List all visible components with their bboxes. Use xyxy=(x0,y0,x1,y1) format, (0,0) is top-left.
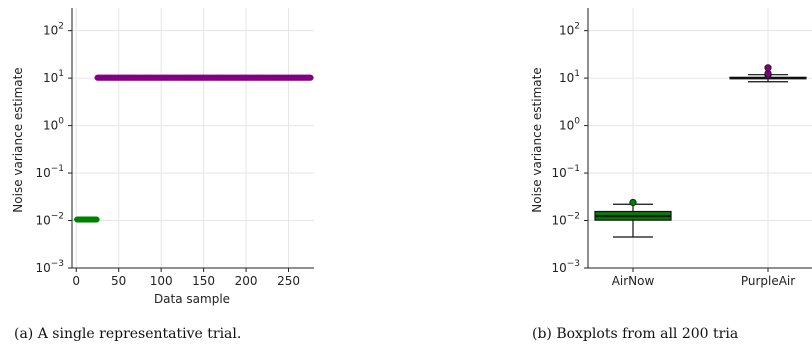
panel-b-x-tick-label: PurpleAir xyxy=(741,274,795,288)
outlier-point xyxy=(764,64,772,72)
box-airnow xyxy=(594,198,672,238)
panel-b-y-axis-label: Noise variance estimate xyxy=(530,67,544,212)
panel-b-caption: (b) Boxplots from all 200 tria xyxy=(532,326,738,342)
panel-b-boxes xyxy=(594,64,807,238)
panel-a-x-tick-label: 100 xyxy=(150,274,173,288)
panel-a-data-point xyxy=(93,216,100,223)
panel-b-y-tick-label: 10−1 xyxy=(551,164,580,180)
outlier-point xyxy=(629,198,637,207)
panel-a-points xyxy=(74,74,314,223)
panel-a-y-tick-label: 102 xyxy=(43,22,64,38)
panel-b: 10−3 10−2 10−1 100 101 102 AirNow PurpleAir Noi… xyxy=(530,8,812,342)
panel-a-x-tick-label: 150 xyxy=(192,274,215,288)
panel-a-y-tick-label: 100 xyxy=(43,117,64,133)
panel-a-y-tick-label: 101 xyxy=(43,69,64,85)
panel-b-y-tick-label: 101 xyxy=(559,69,580,85)
panel-b-y-tick-label: 10−2 xyxy=(551,212,580,228)
panel-a-x-tick-label: 50 xyxy=(111,274,126,288)
panel-b-y-tick-label: 10−3 xyxy=(551,259,580,275)
panel-a-grid xyxy=(72,8,314,269)
panel-a-axes: 10−3 10−2 10−1 100 101 102 0 50 100 150 200 250 xyxy=(35,8,314,288)
panel-a-x-tick-label: 250 xyxy=(277,274,300,288)
panel-a-x-axis-label: Data sample xyxy=(154,292,230,306)
panel-b-y-tick-label: 102 xyxy=(559,22,580,38)
panel-b-axes: 10−3 10−2 10−1 100 101 102 AirNow PurpleAir xyxy=(551,8,812,288)
panel-a-caption: (a) A single representative trial. xyxy=(14,326,241,342)
panel-a-y-tick-label: 10−3 xyxy=(35,259,64,275)
box-purpleair xyxy=(729,64,807,83)
panel-a-y-tick-label: 10−2 xyxy=(35,212,64,228)
panel-b-grid xyxy=(588,8,812,269)
panel-a: 10−3 10−2 10−1 100 101 102 0 50 100 150 200 250 Noi… xyxy=(11,8,314,342)
panel-a-y-axis-label: Noise variance estimate xyxy=(11,67,25,212)
panel-a-data-point xyxy=(307,74,314,81)
panel-a-y-tick-label: 10−1 xyxy=(35,164,64,180)
panel-a-x-tick-label: 0 xyxy=(72,274,80,288)
panel-b-y-tick-label: 100 xyxy=(559,117,580,133)
panel-b-x-tick-label: AirNow xyxy=(612,274,655,288)
panel-a-x-tick-label: 200 xyxy=(235,274,258,288)
